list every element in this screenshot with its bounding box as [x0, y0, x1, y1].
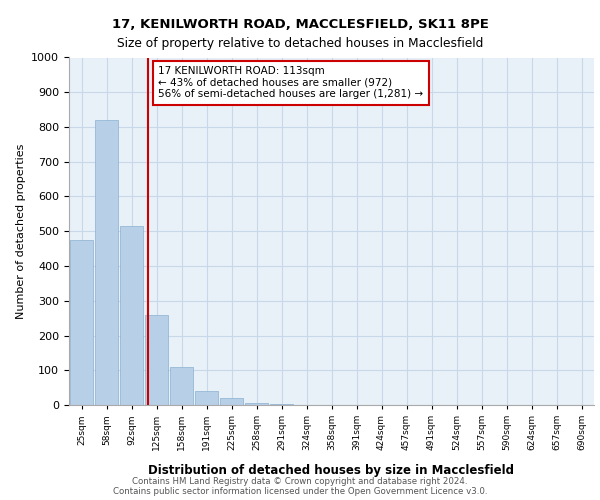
Bar [95, 120, 118, 405]
Bar [145, 314, 169, 405]
Text: 17 KENILWORTH ROAD: 113sqm
← 43% of detached houses are smaller (972)
56% of sem: 17 KENILWORTH ROAD: 113sqm ← 43% of deta… [158, 66, 424, 100]
Bar [220, 398, 244, 405]
Text: 17, KENILWORTH ROAD, MACCLESFIELD, SK11 8PE: 17, KENILWORTH ROAD, MACCLESFIELD, SK11 … [112, 18, 488, 30]
X-axis label: Distribution of detached houses by size in Macclesfield: Distribution of detached houses by size … [149, 464, 515, 477]
Y-axis label: Number of detached properties: Number of detached properties [16, 144, 26, 319]
Bar [269, 404, 293, 405]
Bar [245, 404, 268, 405]
Text: Contains public sector information licensed under the Open Government Licence v3: Contains public sector information licen… [113, 487, 487, 496]
Text: Size of property relative to detached houses in Macclesfield: Size of property relative to detached ho… [117, 38, 483, 51]
Bar [119, 226, 143, 405]
Bar [194, 391, 218, 405]
Bar [70, 240, 94, 405]
Bar [170, 367, 193, 405]
Text: Contains HM Land Registry data © Crown copyright and database right 2024.: Contains HM Land Registry data © Crown c… [132, 477, 468, 486]
